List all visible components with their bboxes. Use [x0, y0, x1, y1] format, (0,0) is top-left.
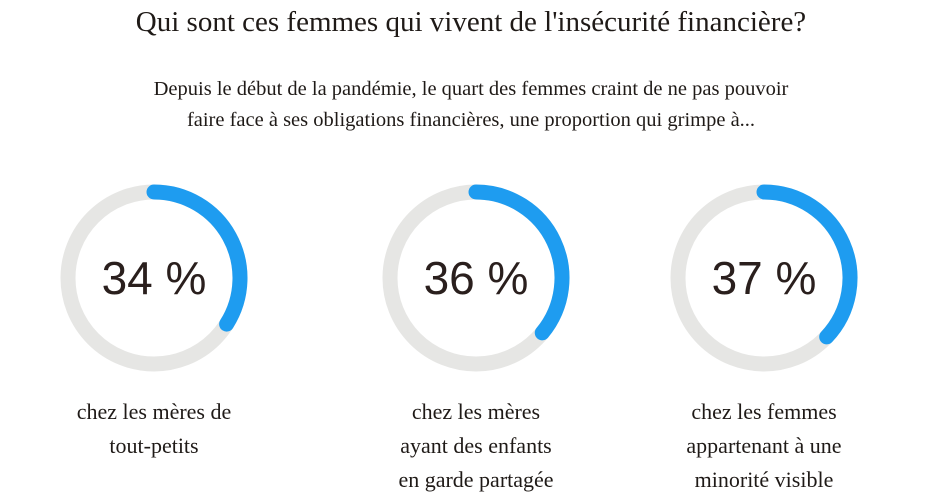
donut-arc-3: [756, 184, 858, 345]
donut-label-3: chez les femmes appartenant à une minori…: [614, 395, 914, 497]
donut-label-1: chez les mères de tout-petits: [4, 395, 304, 463]
donut-chart-3: 37 %: [670, 184, 858, 372]
donut-label-1-line-2: tout-petits: [109, 433, 199, 458]
page-title: Qui sont ces femmes qui vivent de l'insé…: [135, 6, 807, 38]
donut-value-3: 37 %: [712, 252, 817, 304]
donut-value-1: 34 %: [102, 252, 207, 304]
donut-label-2-line-3: en garde partagée: [398, 467, 554, 492]
donut-label-1-line-1: chez les mères de: [76, 399, 232, 424]
page-subtitle: Depuis le début de la pandémie, le quart…: [0, 74, 942, 136]
subtitle-line-1: Depuis le début de la pandémie, le quart…: [153, 78, 789, 100]
donut-label-3-line-2: appartenant à une: [686, 433, 842, 458]
donut-value-2: 36 %: [424, 252, 529, 304]
donut-label-2: chez les mères ayant des enfants en gard…: [326, 395, 626, 497]
donut-chart-1: 34 %: [60, 184, 248, 372]
donut-label-2-line-1: chez les mères: [411, 399, 541, 424]
donut-label-2-line-2: ayant des enfants: [400, 433, 552, 458]
donut-chart-2: 36 %: [382, 184, 570, 372]
donut-arc-1: [146, 184, 248, 332]
donut-label-3-line-1: chez les femmes: [691, 399, 837, 424]
donut-label-3-line-3: minorité visible: [694, 467, 834, 492]
donut-arc-2: [468, 184, 570, 341]
subtitle-line-2: faire face à ses obligations financières…: [186, 109, 756, 131]
